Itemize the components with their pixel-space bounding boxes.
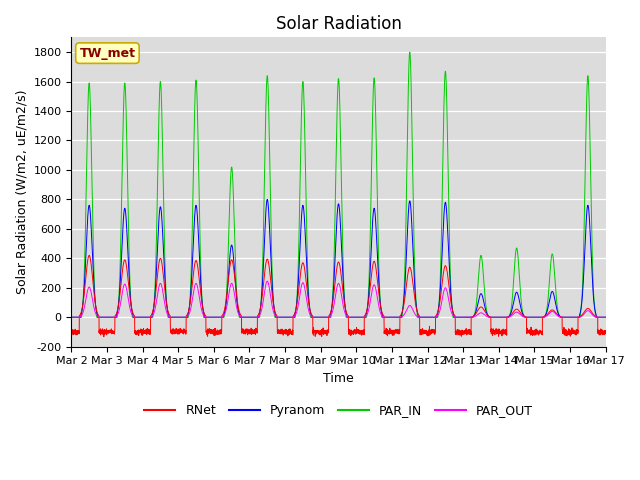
RNet	[489, 333, 497, 338]
PAR_IN	[458, 314, 466, 320]
RNet	[68, 328, 76, 334]
PAR_IN	[164, 307, 172, 312]
PAR_OUT	[601, 314, 609, 320]
PAR_IN	[429, 314, 436, 320]
Pyranom	[458, 314, 466, 320]
Line: PAR_IN: PAR_IN	[72, 52, 605, 317]
PAR_IN	[601, 314, 609, 320]
Y-axis label: Solar Radiation (W/m2, uE/m2/s): Solar Radiation (W/m2, uE/m2/s)	[15, 90, 28, 294]
Legend: RNet, Pyranom, PAR_IN, PAR_OUT: RNet, Pyranom, PAR_IN, PAR_OUT	[139, 399, 538, 422]
RNet	[85, 252, 93, 258]
PAR_OUT	[602, 314, 609, 320]
RNet	[100, 334, 108, 340]
Line: RNet: RNet	[72, 255, 605, 337]
Pyranom	[319, 314, 326, 320]
Line: PAR_OUT: PAR_OUT	[72, 281, 605, 317]
Pyranom	[164, 307, 172, 312]
Pyranom	[429, 314, 436, 320]
PAR_IN	[602, 314, 609, 320]
Line: Pyranom: Pyranom	[72, 199, 605, 317]
PAR_IN	[488, 314, 496, 320]
PAR_OUT	[164, 311, 172, 317]
PAR_IN	[319, 314, 326, 320]
RNet	[602, 328, 609, 334]
PAR_OUT	[68, 314, 76, 320]
RNet	[429, 328, 436, 334]
Pyranom	[488, 314, 496, 320]
Pyranom	[68, 314, 76, 320]
PAR_OUT	[488, 314, 496, 320]
PAR_OUT	[458, 314, 466, 320]
RNet	[458, 330, 466, 336]
RNet	[602, 330, 609, 336]
RNet	[164, 307, 172, 313]
PAR_OUT	[264, 278, 271, 284]
Title: Solar Radiation: Solar Radiation	[276, 15, 401, 33]
PAR_OUT	[429, 314, 436, 320]
Pyranom	[601, 314, 609, 320]
Pyranom	[264, 196, 271, 202]
X-axis label: Time: Time	[323, 372, 354, 385]
RNet	[319, 331, 326, 336]
PAR_OUT	[319, 314, 326, 320]
Pyranom	[602, 314, 609, 320]
Text: TW_met: TW_met	[79, 47, 136, 60]
PAR_IN	[406, 49, 413, 55]
PAR_IN	[68, 314, 76, 320]
